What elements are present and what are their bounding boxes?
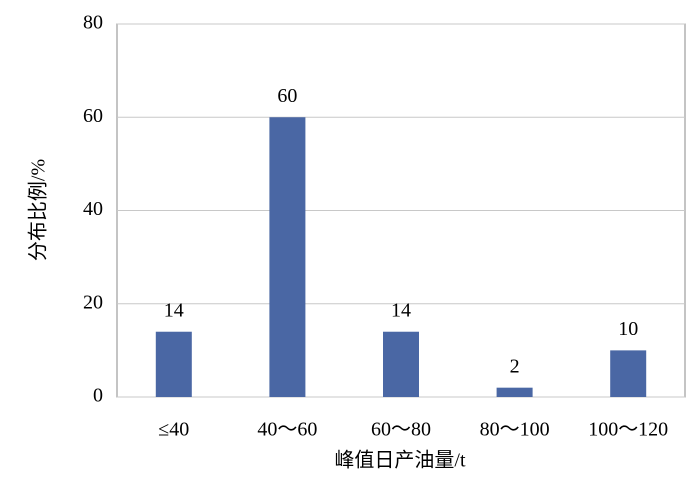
y-tick-label: 60 bbox=[83, 105, 103, 127]
data-label: 60 bbox=[277, 85, 297, 107]
data-label: 14 bbox=[164, 299, 184, 321]
y-tick-label: 40 bbox=[83, 198, 103, 220]
y-tick-label: 80 bbox=[83, 12, 103, 34]
y-tick-label: 20 bbox=[83, 291, 103, 313]
bar bbox=[610, 350, 647, 397]
x-tick-label: ≤40 bbox=[158, 419, 189, 441]
data-label: 2 bbox=[510, 355, 520, 377]
x-tick-label: 80～100 bbox=[480, 419, 550, 441]
data-label: 14 bbox=[391, 299, 411, 321]
x-tick-label: 100～120 bbox=[588, 419, 668, 441]
bar bbox=[496, 387, 533, 397]
x-axis-label: 峰值日产油量/t bbox=[334, 449, 466, 472]
bar bbox=[383, 331, 419, 397]
bar bbox=[269, 117, 306, 397]
x-tick-label: 40～60 bbox=[257, 419, 317, 441]
x-tick-label: 60～80 bbox=[371, 419, 431, 441]
y-axis-label: 分布比例/% bbox=[27, 159, 50, 261]
data-label: 10 bbox=[618, 318, 638, 340]
bar bbox=[155, 331, 192, 397]
y-tick-label: 0 bbox=[93, 385, 103, 407]
